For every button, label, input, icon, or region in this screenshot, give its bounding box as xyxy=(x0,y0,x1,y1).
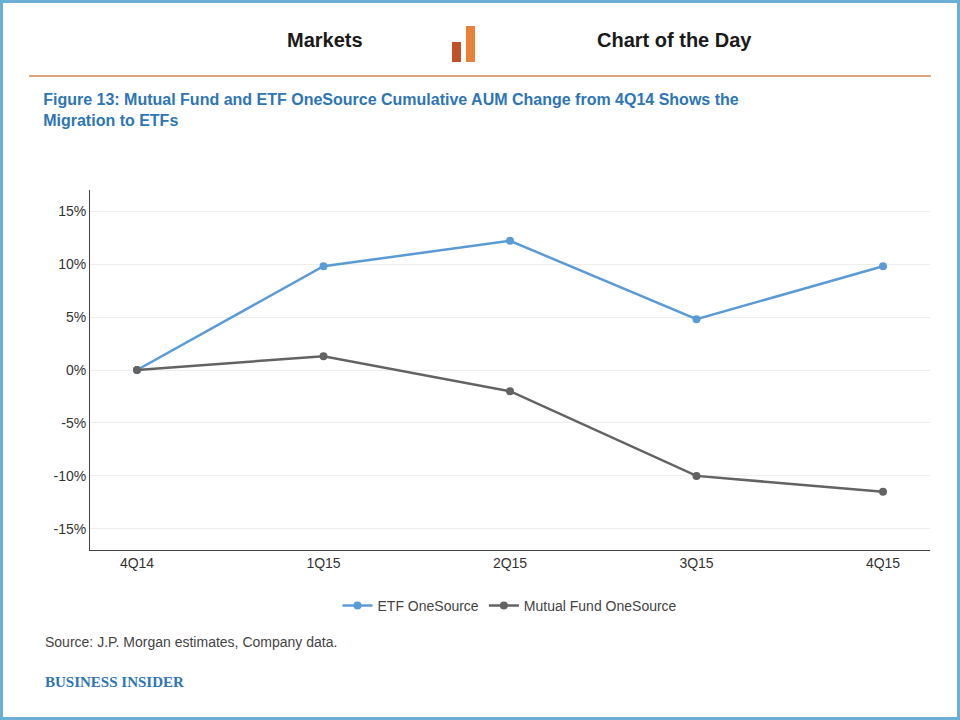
svg-text:4Q14: 4Q14 xyxy=(120,555,154,571)
svg-text:Figure 13: Mutual Fund and ETF: Figure 13: Mutual Fund and ETF OneSource… xyxy=(43,91,739,129)
svg-text:3Q15: 3Q15 xyxy=(679,555,713,571)
svg-text:10%: 10% xyxy=(58,256,86,272)
svg-text:5%: 5% xyxy=(66,309,86,325)
svg-text:4Q15: 4Q15 xyxy=(866,555,900,571)
svg-text:1Q15: 1Q15 xyxy=(306,555,340,571)
svg-text:-5%: -5% xyxy=(61,415,86,431)
svg-text:Markets: Markets xyxy=(287,29,363,51)
svg-text:Source: J.P. Morgan estimates,: Source: J.P. Morgan estimates, Company d… xyxy=(45,634,337,650)
svg-text:Chart of the Day: Chart of the Day xyxy=(597,29,752,51)
svg-text:ETF OneSource: ETF OneSource xyxy=(378,598,479,614)
svg-text:BUSINESS INSIDER: BUSINESS INSIDER xyxy=(45,674,184,690)
svg-text:2Q15: 2Q15 xyxy=(493,555,527,571)
svg-text:Mutual Fund OneSource: Mutual Fund OneSource xyxy=(524,598,677,614)
svg-text:-10%: -10% xyxy=(54,468,87,484)
svg-text:0%: 0% xyxy=(66,362,86,378)
svg-text:-15%: -15% xyxy=(54,521,87,537)
svg-text:15%: 15% xyxy=(58,203,86,219)
